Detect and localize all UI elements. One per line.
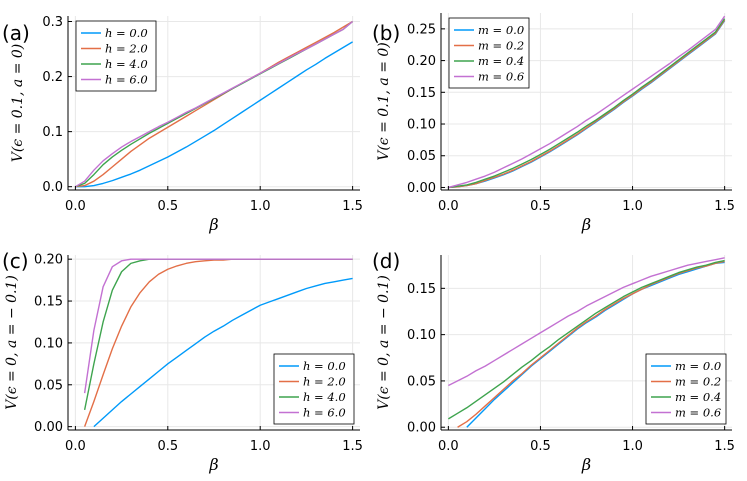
x-axis-label: β [208, 455, 218, 474]
legend: h = 0.0 h = 2.0h = 4.0 h = 6.0 [273, 353, 355, 425]
x-tick-label: 0.0 [438, 439, 459, 454]
legend-label: h = 0.0 [303, 359, 346, 373]
legend-label: m = 0.6 [675, 406, 721, 420]
y-tick-label: 0.05 [34, 378, 63, 393]
y-tick-label: 0.15 [407, 282, 436, 297]
legend-label: m = 0.4 [478, 54, 524, 68]
series-line-1 [75, 41, 353, 188]
legend: m = 0.0 m = 0.2m = 0.4 m = 0.6 [448, 17, 530, 89]
series-line-2 [75, 20, 353, 188]
legend-label: m = 0.0 [675, 359, 721, 373]
y-tick-label: 0.2 [42, 70, 63, 85]
legend-label: m = 0.2 [478, 39, 524, 53]
series-line-3 [448, 259, 725, 420]
series-line-4 [75, 20, 354, 188]
legend-label: h = 6.0 [303, 406, 346, 420]
y-axis-label: V(ϵ = 0.1, a = 0) [10, 44, 26, 163]
x-tick-label: 0.0 [65, 439, 86, 454]
legend-label: m = 0.6 [478, 70, 524, 84]
panel-3: 0.0 0.5 1.0 1.5 0.00 0.05 0.10 0.15 0.20 (c) β V(ϵ … [2, 249, 363, 474]
y-tick-label: 0.20 [407, 54, 436, 69]
panel-label: (c) [2, 249, 29, 273]
x-tick-label: 1.5 [342, 439, 363, 454]
y-axis-label: V(ϵ = 0, a = − 0.1) [4, 275, 20, 410]
series-line-2 [457, 260, 725, 428]
series-line-1 [93, 277, 353, 428]
y-tick-label: 0.0 [42, 180, 63, 195]
y-tick-label: 0.15 [407, 86, 436, 101]
x-tick-label: 0.5 [157, 439, 178, 454]
x-tick-label: 1.5 [714, 199, 735, 214]
y-tick-label: 0.3 [42, 15, 63, 30]
series-line-2 [448, 19, 726, 189]
legend-label: h = 0.0 [105, 26, 148, 40]
legend-label: h = 4.0 [105, 57, 148, 71]
y-tick-label: 0.15 [34, 295, 63, 310]
panel-4: 0.0 0.5 1.0 1.5 0.00 0.05 0.10 0.15 (d) β V(ϵ = 0,… [372, 249, 735, 474]
x-tick-label: 0.5 [157, 199, 178, 214]
legend-label: m = 0.2 [675, 375, 721, 389]
x-tick-label: 1.5 [714, 439, 735, 454]
panel-2: 0.0 0.5 1.0 1.5 0.00 0.05 0.10 0.15 0.20 0.25 (b) β… [372, 13, 735, 234]
series-line-4 [83, 258, 353, 394]
series-line-1 [466, 261, 725, 428]
y-axis-label: V(ϵ = 0.1, a = 0) [376, 42, 392, 161]
series-line-4 [448, 15, 726, 189]
panel-label: (b) [372, 21, 400, 45]
x-tick-label: 1.0 [250, 199, 271, 214]
x-axis-label: β [208, 215, 218, 234]
x-axis-label: β [581, 455, 591, 474]
x-tick-label: 1.0 [622, 439, 643, 454]
series-line-3 [448, 18, 726, 189]
y-tick-label: 0.10 [34, 336, 63, 351]
y-axis-label: V(ϵ = 0, a = − 0.1) [376, 275, 392, 410]
legend: m = 0.0 m = 0.2m = 0.4 m = 0.6 [645, 353, 727, 425]
x-tick-label: 0.0 [65, 199, 86, 214]
y-tick-label: 0.20 [34, 253, 63, 268]
y-tick-label: 0.10 [407, 118, 436, 133]
y-tick-label: 0.00 [407, 181, 436, 196]
x-tick-label: 0.5 [530, 439, 551, 454]
x-tick-label: 1.0 [622, 199, 643, 214]
y-tick-label: 0.05 [407, 374, 436, 389]
y-tick-label: 0.10 [407, 328, 436, 343]
x-tick-label: 1.5 [342, 199, 363, 214]
y-tick-label: 0.00 [34, 420, 63, 435]
x-tick-label: 0.5 [530, 199, 551, 214]
y-tick-label: 0.00 [407, 421, 436, 436]
panel-label: (a) [2, 21, 30, 45]
panel-label: (d) [372, 249, 400, 273]
legend-label: m = 0.4 [675, 390, 721, 404]
legend: h = 0.0 h = 2.0h = 4.0 h = 6.0 [75, 20, 157, 92]
legend-label: h = 2.0 [105, 42, 148, 56]
y-tick-label: 0.05 [407, 149, 436, 164]
x-tick-label: 0.0 [438, 199, 459, 214]
series-line-4 [448, 257, 725, 387]
panel-1: 0.0 0.5 1.0 1.5 0.0 0.1 0.2 0.3 (a) β V(ϵ = 0.1, a… [2, 15, 363, 234]
legend-label: h = 4.0 [303, 390, 346, 404]
legend-label: h = 6.0 [105, 73, 148, 87]
y-tick-label: 0.1 [42, 125, 63, 140]
x-tick-label: 1.0 [250, 439, 271, 454]
legend-label: m = 0.0 [478, 23, 524, 37]
x-axis-label: β [581, 215, 591, 234]
y-tick-label: 0.25 [407, 22, 436, 37]
legend-label: h = 2.0 [303, 375, 346, 389]
